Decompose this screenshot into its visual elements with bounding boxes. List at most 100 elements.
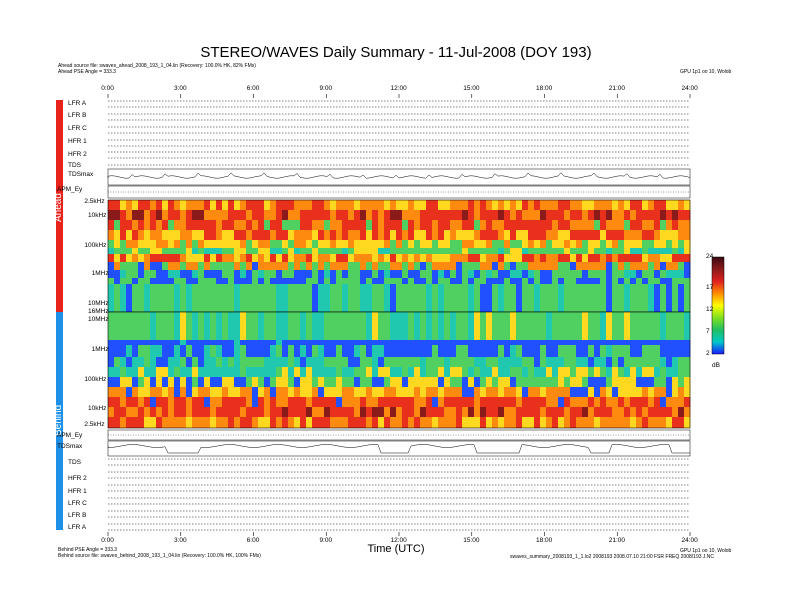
behind-spectro-cell <box>570 387 577 397</box>
behind-spectro-cell <box>474 312 481 340</box>
ahead-spectro-cell <box>132 254 139 262</box>
behind-spectro-cell <box>504 417 511 428</box>
behind-spectro-cell <box>210 367 217 377</box>
ahead-spectro-cell <box>630 230 637 240</box>
behind-spectro-cell <box>528 397 535 407</box>
behind-spectro-cell <box>252 407 259 417</box>
behind-spectro-cell <box>264 397 271 407</box>
ahead-spectro-cell <box>288 254 295 262</box>
behind-spectro-cell <box>660 377 667 387</box>
ahead-spectro-cell <box>582 200 589 210</box>
ahead-spectro-cell <box>492 200 499 210</box>
ahead-spectro-cell <box>180 230 187 240</box>
ahead-spectro-cell <box>456 200 463 210</box>
behind-spectro-cell <box>408 417 415 428</box>
ahead-spectro-cell <box>318 220 325 230</box>
ahead-spectro-cell <box>342 200 349 210</box>
ahead-spectro-cell <box>570 200 577 210</box>
ahead-spectro-cell <box>204 278 211 284</box>
behind-spectro-cell <box>594 397 601 407</box>
ahead-spectro-cell <box>180 248 187 254</box>
behind-spectro-cell <box>624 357 631 367</box>
behind-spectro-cell <box>540 397 547 407</box>
behind-spectro-cell <box>450 387 457 397</box>
behind-spectro-cell <box>120 387 127 397</box>
behind-spectro-cell <box>378 367 385 377</box>
behind-spectro-cell <box>132 407 139 417</box>
ahead-spectro-cell <box>162 254 169 262</box>
ahead-spectro-cell <box>318 240 325 248</box>
behind-spectro-cell <box>156 345 163 357</box>
ahead-spectro-cell <box>468 248 475 254</box>
ahead-spectro-cell <box>564 200 571 210</box>
behind-spectro-cell <box>642 345 649 357</box>
behind-spectro-cell <box>510 407 517 417</box>
behind-spectro-cell <box>648 407 655 417</box>
ahead-spectro-cell <box>210 270 217 278</box>
behind-spectro-cell <box>480 345 487 357</box>
ahead-spectro-cell <box>318 248 325 254</box>
ahead-spectro-cell <box>168 278 175 284</box>
ahead-spectro-cell <box>120 200 127 210</box>
ahead-spectro-cell <box>342 284 349 312</box>
behind-spectro-cell <box>330 377 337 387</box>
ahead-spectro-cell <box>324 248 331 254</box>
behind-spectro-cell <box>366 387 373 397</box>
ahead-spectro-cell <box>444 240 451 248</box>
behind-spectro-cell <box>354 377 361 387</box>
behind-spectro-cell <box>672 340 679 345</box>
ahead-spectro-cell <box>528 254 535 262</box>
behind-spectro-cell <box>348 407 355 417</box>
ahead-spectro-cell <box>636 220 643 230</box>
behind-spectro-cell <box>684 407 691 417</box>
ahead-spectro-cell <box>186 278 193 284</box>
behind-spectro-cell <box>624 367 631 377</box>
behind-spectro-cell <box>240 377 247 387</box>
footer-ident: swaves_summary_2008193_1_1.lo2 2008193 2… <box>510 554 715 560</box>
ahead-spectro-cell <box>672 278 679 284</box>
behind-spectro-cell <box>504 387 511 397</box>
ahead-spectro-cell <box>402 284 409 312</box>
behind-spectro-cell <box>474 340 481 345</box>
ahead-spectro-cell <box>108 284 115 312</box>
ahead-spectro-cell <box>276 210 283 220</box>
behind-spectro-cell <box>540 367 547 377</box>
behind-spectro-cell <box>468 367 475 377</box>
behind-spectro-cell <box>204 407 211 417</box>
behind-spectro-cell <box>600 345 607 357</box>
ahead-spectro-cell <box>636 262 643 270</box>
behind-spectro-cell <box>576 367 583 377</box>
bottom-time-ticks <box>107 532 691 536</box>
ahead-spectro-cell <box>216 262 223 270</box>
behind-spectro-cell <box>366 340 373 345</box>
behind-spectro-cell <box>414 407 421 417</box>
behind-spectro-cell <box>600 377 607 387</box>
ahead-spectro-cell <box>138 278 145 284</box>
ahead-freq-tick: 10MHz <box>88 300 109 307</box>
ahead-spectro-cell <box>366 230 373 240</box>
ahead-spectro-cell <box>420 220 427 230</box>
behind-spectro-cell <box>624 417 631 428</box>
ahead-spectro-cell <box>354 278 361 284</box>
behind-spectro-cell <box>138 340 145 345</box>
behind-spectro-cell <box>468 407 475 417</box>
ahead-spectro-cell <box>372 254 379 262</box>
ahead-spectro-cell <box>684 220 691 230</box>
behind-spectro-cell <box>540 417 547 428</box>
behind-spectro-cell <box>108 387 115 397</box>
behind-spectro-cell <box>450 340 457 345</box>
ahead-spectro-cell <box>636 270 643 278</box>
behind-spectro-cell <box>336 345 343 357</box>
ahead-spectro-cell <box>312 254 319 262</box>
ahead-spectro-cell <box>198 278 205 284</box>
behind-spectro-cell <box>462 407 469 417</box>
ahead-spectro-cell <box>672 284 679 312</box>
ahead-spectro-cell <box>390 278 397 284</box>
ahead-spectro-cell <box>420 270 427 278</box>
behind-spectro-cell <box>660 397 667 407</box>
ahead-spectro-cell <box>408 270 415 278</box>
behind-spectro-cell <box>660 345 667 357</box>
behind-spectro-cell <box>552 357 559 367</box>
ahead-spectro-cell <box>660 220 667 230</box>
ahead-spectro-cell <box>582 248 589 254</box>
